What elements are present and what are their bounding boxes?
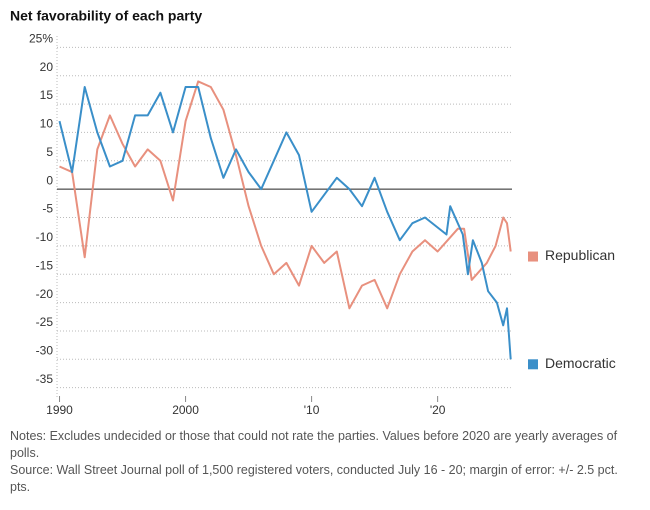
legend-swatch (528, 251, 538, 262)
x-tick-label: 1990 (46, 403, 73, 417)
y-tick-label: 0 (46, 173, 53, 187)
y-tick-label: 20 (40, 60, 54, 74)
y-tick-label: -15 (36, 258, 54, 272)
y-tick-label: -35 (36, 372, 54, 386)
y-tick-label: -20 (36, 287, 54, 301)
y-tick-label: -5 (42, 202, 53, 216)
source: Source: Wall Street Journal poll of 1,50… (10, 463, 618, 494)
y-tick-label: 25% (29, 32, 53, 46)
x-tick-label: '10 (304, 403, 320, 417)
legend-label: Republican (545, 247, 615, 263)
notes-block: Notes: Excludes undecided or those that … (10, 428, 635, 496)
y-tick-label: 15 (40, 88, 54, 102)
legend-swatch (528, 359, 538, 370)
y-tick-label: 10 (40, 117, 54, 131)
legend-label: Democratic (545, 355, 616, 371)
chart: Net favorability of each party 25% 20 15 10… (10, 8, 616, 417)
y-tick-label: -30 (36, 343, 54, 357)
series-line (58, 86, 512, 360)
y-tick-label: -10 (36, 230, 54, 244)
chart-title: Net favorability of each party (10, 8, 202, 24)
x-tick-label: '20 (430, 403, 446, 417)
y-tick-label: 5 (46, 145, 53, 159)
y-tick-label: -25 (36, 315, 54, 329)
notes: Notes: Excludes undecided or those that … (10, 429, 618, 460)
x-tick-label: 2000 (172, 403, 199, 417)
